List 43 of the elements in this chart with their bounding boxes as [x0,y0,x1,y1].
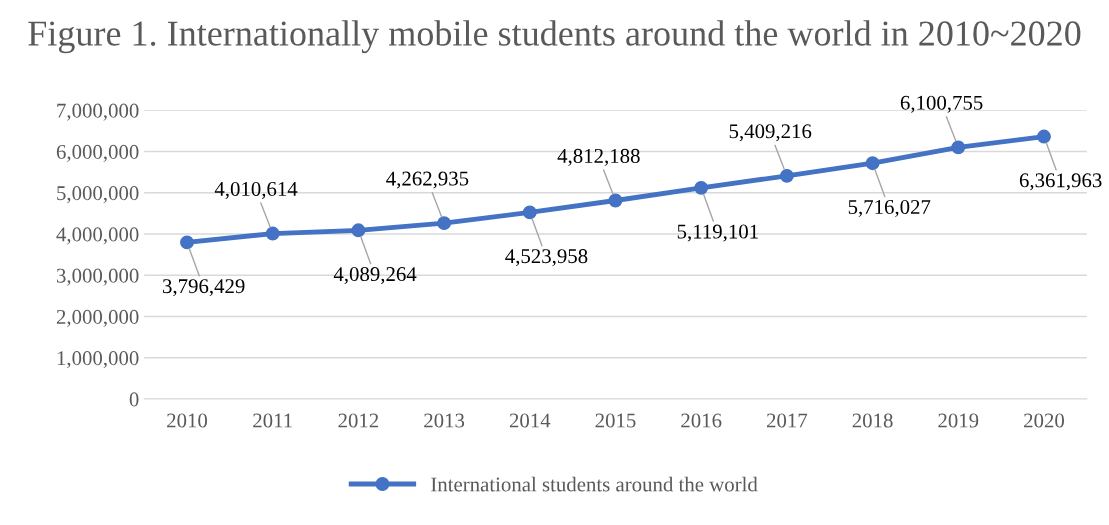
point [522,205,537,220]
x-tick-label: 2014 [509,413,551,428]
point [951,140,966,155]
y-tick-label: 3,000,000 [56,268,139,286]
data-label: 5,119,101 [677,224,758,242]
data-label: 3,796,429 [163,279,245,297]
data-label: 5,716,027 [848,199,931,217]
chart-title: Figure 1. Internationally mobile students around the world in 2010~2020 [28,20,1081,54]
x-tick-label: 2010 [167,413,208,428]
y-tick-label: 0 [129,392,139,407]
x-tick-label: 2016 [681,413,722,428]
y-tick-label: 1,000,000 [57,351,139,369]
data-label: 4,523,958 [505,249,588,267]
data-label: 6,100,755 [900,95,983,113]
data-label: 4,812,188 [557,148,640,166]
y-tick-label: 2,000,000 [56,309,139,327]
x-tick-label: 2013 [424,413,465,428]
point [1037,129,1051,144]
x-tick-label: 2017 [766,413,808,428]
x-tick-label: 2015 [595,413,636,428]
data-label: 6,361,963 [1019,173,1102,191]
point [265,226,280,241]
legend-label: International students around the world [431,476,758,492]
x-tick-label: 2020 [1024,413,1065,428]
y-tick-label: 7,000,000 [57,103,139,121]
y-tick-label: 6,000,000 [56,144,139,162]
data-label: 4,089,264 [333,267,417,285]
x-tick-label: 2018 [852,413,893,428]
data-label: 4,010,614 [214,181,298,199]
point [351,223,366,238]
x-tick-label: 2011 [253,413,292,428]
point [694,180,709,195]
point [437,216,452,231]
point [180,235,194,250]
data-label: 5,409,216 [729,124,812,142]
x-tick-label: 2012 [338,413,379,428]
point [608,193,623,208]
point [779,168,794,183]
data-label: 4,262,935 [386,171,469,189]
point [865,156,880,171]
y-tick-label: 5,000,000 [57,186,139,204]
y-tick-label: 4,000,000 [56,227,139,245]
x-tick-label: 2019 [938,413,979,428]
